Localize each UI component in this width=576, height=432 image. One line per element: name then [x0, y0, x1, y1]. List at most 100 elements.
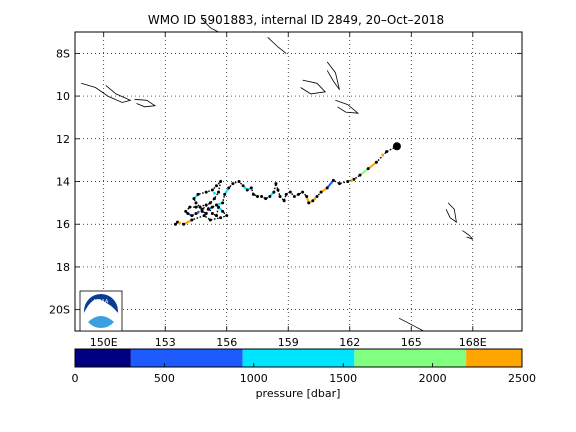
track-point [231, 182, 235, 186]
map-frame [74, 31, 523, 332]
track-point [305, 194, 309, 198]
coastline [201, 18, 219, 33]
coastline [462, 230, 474, 240]
track-point [214, 203, 218, 207]
track-point [200, 207, 204, 211]
coastline [300, 79, 327, 95]
track-point [251, 192, 255, 196]
track-point [210, 188, 214, 192]
y-tick-label: 18 [56, 261, 70, 274]
coastline [398, 317, 424, 332]
track-point [366, 167, 370, 171]
track-segment [183, 219, 193, 226]
track-point [282, 199, 286, 203]
colorbar-bands [75, 349, 522, 367]
colorbar-band [242, 349, 355, 367]
track-point [325, 186, 329, 190]
x-tick-label: 162 [339, 336, 360, 349]
track-points [173, 142, 401, 226]
track-point [338, 182, 342, 186]
track-point [202, 214, 206, 218]
track-point [221, 209, 225, 213]
y-tick-label: 16 [56, 218, 70, 231]
track-point [255, 194, 259, 198]
track-point [260, 194, 264, 198]
x-tick-labels: 150E 153 156 159 162 165 168E [90, 336, 487, 349]
track-point-colored [381, 153, 384, 157]
track-point [245, 188, 249, 192]
colorbar-tick-label: 2500 [508, 372, 536, 385]
track-point-colored [213, 191, 216, 195]
track-point-colored [313, 197, 317, 200]
coastline [134, 98, 157, 108]
track-point [221, 201, 225, 205]
map-background [75, 32, 522, 331]
y-tick-label: 10 [56, 90, 70, 103]
track-point [385, 150, 389, 154]
track-point [264, 197, 268, 201]
track-point [217, 205, 221, 209]
track-point [192, 197, 196, 201]
y-tick-label: 20S [49, 304, 70, 317]
track-point [346, 180, 350, 183]
colorbar-tick-label: 1500 [329, 372, 357, 385]
track-point [214, 184, 218, 188]
track-point [217, 190, 221, 194]
track-point [292, 194, 296, 198]
track-point [173, 222, 177, 226]
track-point [272, 190, 276, 194]
track-point [278, 194, 282, 198]
track-point [186, 212, 190, 216]
track-point [208, 201, 212, 205]
track-point [311, 199, 315, 203]
track-point [198, 205, 202, 209]
track-point [223, 192, 227, 196]
colorbar-label: pressure [dbar] [256, 387, 341, 400]
colorbar-tick-label: 1000 [240, 372, 268, 385]
track-point [284, 192, 288, 196]
map-plot-area: 150E 153 156 159 162 165 168E 8S 10 12 14 16 18 20S [49, 18, 523, 349]
y-tick-label: 8S [56, 47, 70, 60]
track-point [190, 218, 194, 222]
x-tick-label: 153 [155, 336, 176, 349]
colorbar-band [130, 349, 243, 367]
track-point [210, 212, 214, 216]
x-tick-label: 159 [278, 336, 299, 349]
noaa-logo-text: NOAA [94, 299, 109, 305]
track-segment [367, 161, 378, 170]
y-tick-label: 14 [56, 176, 70, 189]
colorbar-tick-label: 2000 [419, 372, 447, 385]
track-point [307, 201, 311, 205]
map-grid [75, 32, 522, 331]
track-point [214, 214, 218, 218]
track-point [204, 190, 208, 194]
colorbar-frame [74, 348, 523, 368]
track-point [319, 190, 323, 194]
track-point [268, 194, 272, 198]
track-point [210, 205, 214, 209]
track-point [219, 180, 223, 183]
track-point [184, 209, 188, 213]
track-point [200, 209, 204, 213]
track-point [204, 212, 208, 216]
track-point [237, 180, 241, 183]
track-segment [359, 167, 369, 176]
track-point-colored [196, 211, 200, 214]
track-point [196, 192, 200, 196]
colorbar-tick-label: 0 [72, 372, 79, 385]
x-tick-label: 165 [401, 336, 422, 349]
track-point-colored [243, 186, 247, 190]
track-point-colored [350, 179, 354, 182]
colorbar-tick-label: 500 [154, 372, 175, 385]
track-point [301, 190, 305, 194]
track-point [206, 207, 210, 211]
track-point [194, 205, 198, 209]
track-point [249, 186, 253, 190]
track-point [225, 214, 229, 218]
track-point [358, 173, 362, 177]
track-point [182, 222, 186, 226]
track-point [288, 190, 292, 194]
coastline [335, 99, 360, 114]
track-point [219, 216, 223, 220]
